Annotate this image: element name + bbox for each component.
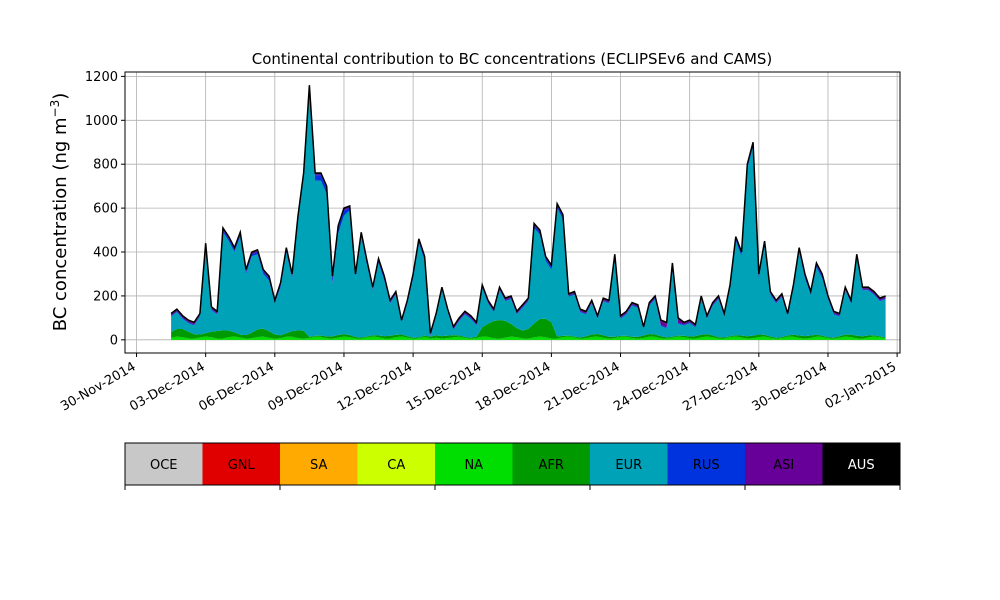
x-tick-label: 21-Dec-2014 <box>542 359 622 414</box>
x-tick-label: 06-Dec-2014 <box>196 359 276 414</box>
area-eur <box>171 92 886 338</box>
colorbar-frame <box>124 442 901 486</box>
colorbar-label: CA <box>387 458 405 473</box>
x-tick-label: 30-Nov-2014 <box>58 359 138 414</box>
colorbar-label: RUS <box>693 458 720 473</box>
colorbar-swatch-afr <box>512 443 590 485</box>
colorbar-label: GNL <box>228 458 256 473</box>
x-tick-label: 30-Dec-2014 <box>750 359 830 414</box>
colorbar-label: OCE <box>150 458 178 473</box>
chart-title: Continental contribution to BC concentra… <box>252 50 773 68</box>
y-tick-label: 1200 <box>85 70 118 85</box>
colorbar-swatch-ca <box>357 443 435 485</box>
x-tick-label: 24-Dec-2014 <box>611 359 691 414</box>
x-tick-label: 18-Dec-2014 <box>473 359 553 414</box>
colorbar-legend: OCE GNL SA CA NA AFR EUR RUS ASI AUS <box>124 442 901 490</box>
colorbar-label: ASI <box>773 458 794 473</box>
x-tick-label: 27-Dec-2014 <box>680 359 760 414</box>
y-tick-label: 800 <box>93 158 118 173</box>
colorbar-swatch-eur <box>590 443 668 485</box>
colorbar-swatch-asi <box>745 443 823 485</box>
colorbar-swatch-oce <box>125 443 203 485</box>
y-tick-label: 0 <box>110 333 118 348</box>
colorbar-label: EUR <box>615 458 642 473</box>
x-tick-label: 15-Dec-2014 <box>404 359 484 414</box>
colorbar-swatch-sa <box>280 443 358 485</box>
colorbar-label: AUS <box>848 458 875 473</box>
plot-frame <box>124 71 901 354</box>
colorbar-swatch-na <box>435 443 513 485</box>
colorbar-swatch-rus <box>667 443 745 485</box>
y-axis-label: BC concentration (ng m−3) <box>48 93 71 332</box>
x-tick-label: 12-Dec-2014 <box>335 359 415 414</box>
colorbar-label: SA <box>310 458 327 473</box>
colorbar-swatch-gnl <box>202 443 280 485</box>
colorbar-label: AFR <box>539 458 564 473</box>
stacked-areas <box>170 85 886 340</box>
y-tick-label: 1000 <box>85 114 118 129</box>
y-tick-label: 200 <box>93 289 118 304</box>
colorbar-swatch-aus <box>822 443 900 485</box>
x-tick-label: 02-Jan-2015 <box>823 359 900 412</box>
total-line <box>170 85 886 334</box>
area-afr <box>171 318 886 339</box>
area-na <box>171 336 886 340</box>
x-axis: 30-Nov-201403-Dec-201406-Dec-201409-Dec-… <box>58 353 899 415</box>
y-tick-label: 400 <box>93 246 118 261</box>
colorbar-label: NA <box>464 458 483 473</box>
y-tick-label: 600 <box>93 202 118 217</box>
x-tick-label: 09-Dec-2014 <box>266 359 346 414</box>
y-axis: 0 200 400 600 800 1000 1200 <box>85 70 125 348</box>
x-tick-label: 03-Dec-2014 <box>127 359 207 414</box>
